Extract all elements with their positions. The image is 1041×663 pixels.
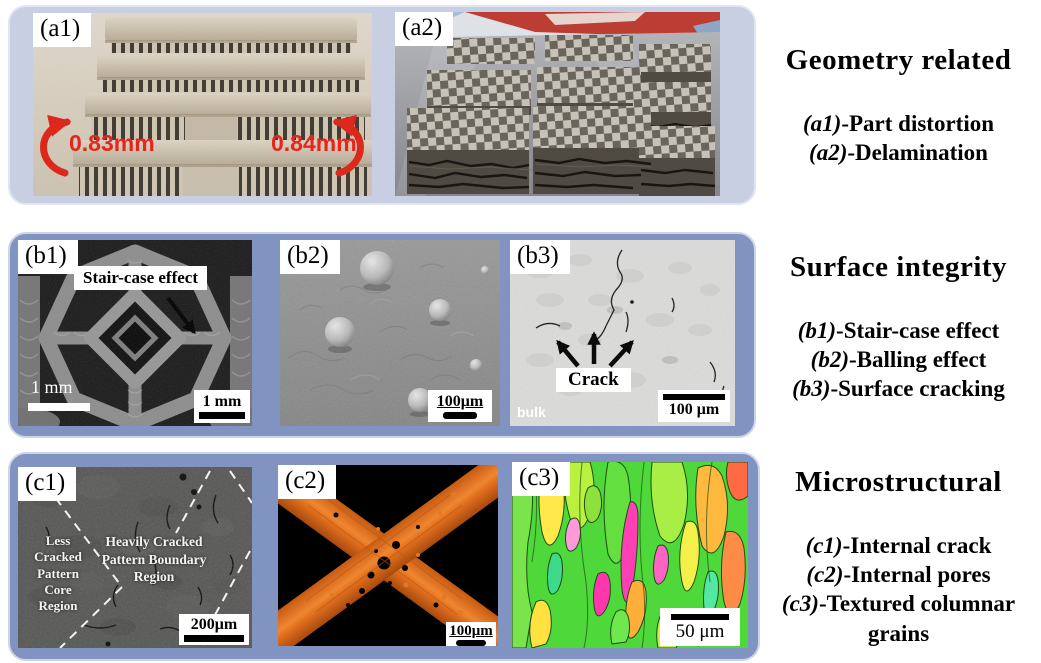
panel-c3-image: (c3) 50 μm xyxy=(512,462,748,648)
scalebar-box: 200μm xyxy=(179,614,249,645)
scalebar-left-bar xyxy=(28,403,90,411)
panel-label-b1: (b1) xyxy=(18,240,78,274)
caption-a2: (a2)-Delamination xyxy=(809,140,988,166)
panel-label-b2: (b2) xyxy=(280,240,340,274)
panel-b1-image: (b1) Stair-case effect 1 mm 1 mm xyxy=(18,240,252,426)
caption-a1: (a1)-Part distortion xyxy=(803,111,994,136)
caption-b1: (b1)-Stair-case effect xyxy=(797,318,1000,343)
a2-photo-art xyxy=(395,12,720,196)
legend-column: Geometry related (a1)-Part distortion (a… xyxy=(756,0,1041,663)
staircase-annotation: Stair-case effect xyxy=(74,266,207,290)
scalebar-box: 100 μm xyxy=(658,390,730,422)
legend-surface: Surface integrity (b1)-Stair-case effect… xyxy=(756,251,1041,404)
panel-c2-image: (c2) 100μm xyxy=(278,465,498,646)
panel-a1-image: (a1) 0.83mm 0.84mm xyxy=(33,13,372,196)
panel-label-c1: (c1) xyxy=(18,467,77,501)
scalebar-right-text: 1 mm xyxy=(202,393,242,410)
bulk-label: bulk xyxy=(517,404,546,420)
category-title-microstructure: Microstructural xyxy=(795,466,1002,498)
region-label-boundary: Heavily Cracked Pattern Boundary Region xyxy=(101,534,207,585)
crack-annotation: Crack xyxy=(556,368,631,392)
caption-c2: (c2)-Internal pores xyxy=(806,562,991,588)
scalebar-bar xyxy=(671,613,729,620)
scalebar-right-bar xyxy=(199,412,245,419)
legend-microstructure: Microstructural (c1)-Internal crack (c2)… xyxy=(756,466,1041,648)
scalebar-bar xyxy=(443,411,477,419)
panel-label-c2: (c2) xyxy=(278,465,337,499)
scalebar-box: 100μm xyxy=(446,622,496,646)
scalebar-bar xyxy=(184,635,244,642)
caption-c1: (c1)-Internal crack xyxy=(805,533,992,558)
legend-geometry: Geometry related (a1)-Part distortion (a… xyxy=(756,44,1041,167)
scalebar-right-box: 1 mm xyxy=(194,390,250,423)
scalebar-text: 200μm xyxy=(190,616,238,633)
panel-b3-image: (b3) Crack bulk 100 μm xyxy=(510,240,735,426)
measurement-right: 0.84mm xyxy=(271,130,357,156)
scalebar-text: 100μm xyxy=(449,623,493,639)
scalebar-bar xyxy=(456,640,486,646)
scalebar-left-text: 1 mm xyxy=(31,377,73,397)
c2-tomography-art xyxy=(278,465,498,646)
scalebar-box: 100μm xyxy=(428,390,492,422)
panel-a2-image: (a2) xyxy=(395,12,720,196)
measurement-left: 0.83mm xyxy=(69,130,155,156)
scalebar-text: 50 μm xyxy=(675,620,725,642)
category-title-geometry: Geometry related xyxy=(785,44,1012,76)
panel-label-a2: (a2) xyxy=(395,12,454,46)
a1-photo-art xyxy=(33,13,372,196)
panel-b2-image: (b2) 100μm xyxy=(280,240,500,426)
panel-label-a1: (a1) xyxy=(33,13,92,47)
region-label-core: Less Cracked Pattern Core Region xyxy=(34,533,82,613)
scalebar-text: 100 μm xyxy=(668,401,720,418)
category-title-surface: Surface integrity xyxy=(789,251,1008,283)
caption-b2: (b2)-Balling effect xyxy=(810,347,987,373)
panel-label-c3: (c3) xyxy=(512,462,571,496)
scalebar-bar xyxy=(663,394,725,400)
caption-b3: (b3)-Surface cracking xyxy=(792,376,1005,402)
scalebar-text: 100μm xyxy=(436,392,484,410)
scalebar-box: 50 μm xyxy=(660,608,740,646)
panel-c1-image: (c1) Less Cracked Pattern Core Region He… xyxy=(18,467,252,648)
panel-label-b3: (b3) xyxy=(510,240,570,274)
caption-c3: (c3)-Textured columnar grains xyxy=(781,591,1016,646)
